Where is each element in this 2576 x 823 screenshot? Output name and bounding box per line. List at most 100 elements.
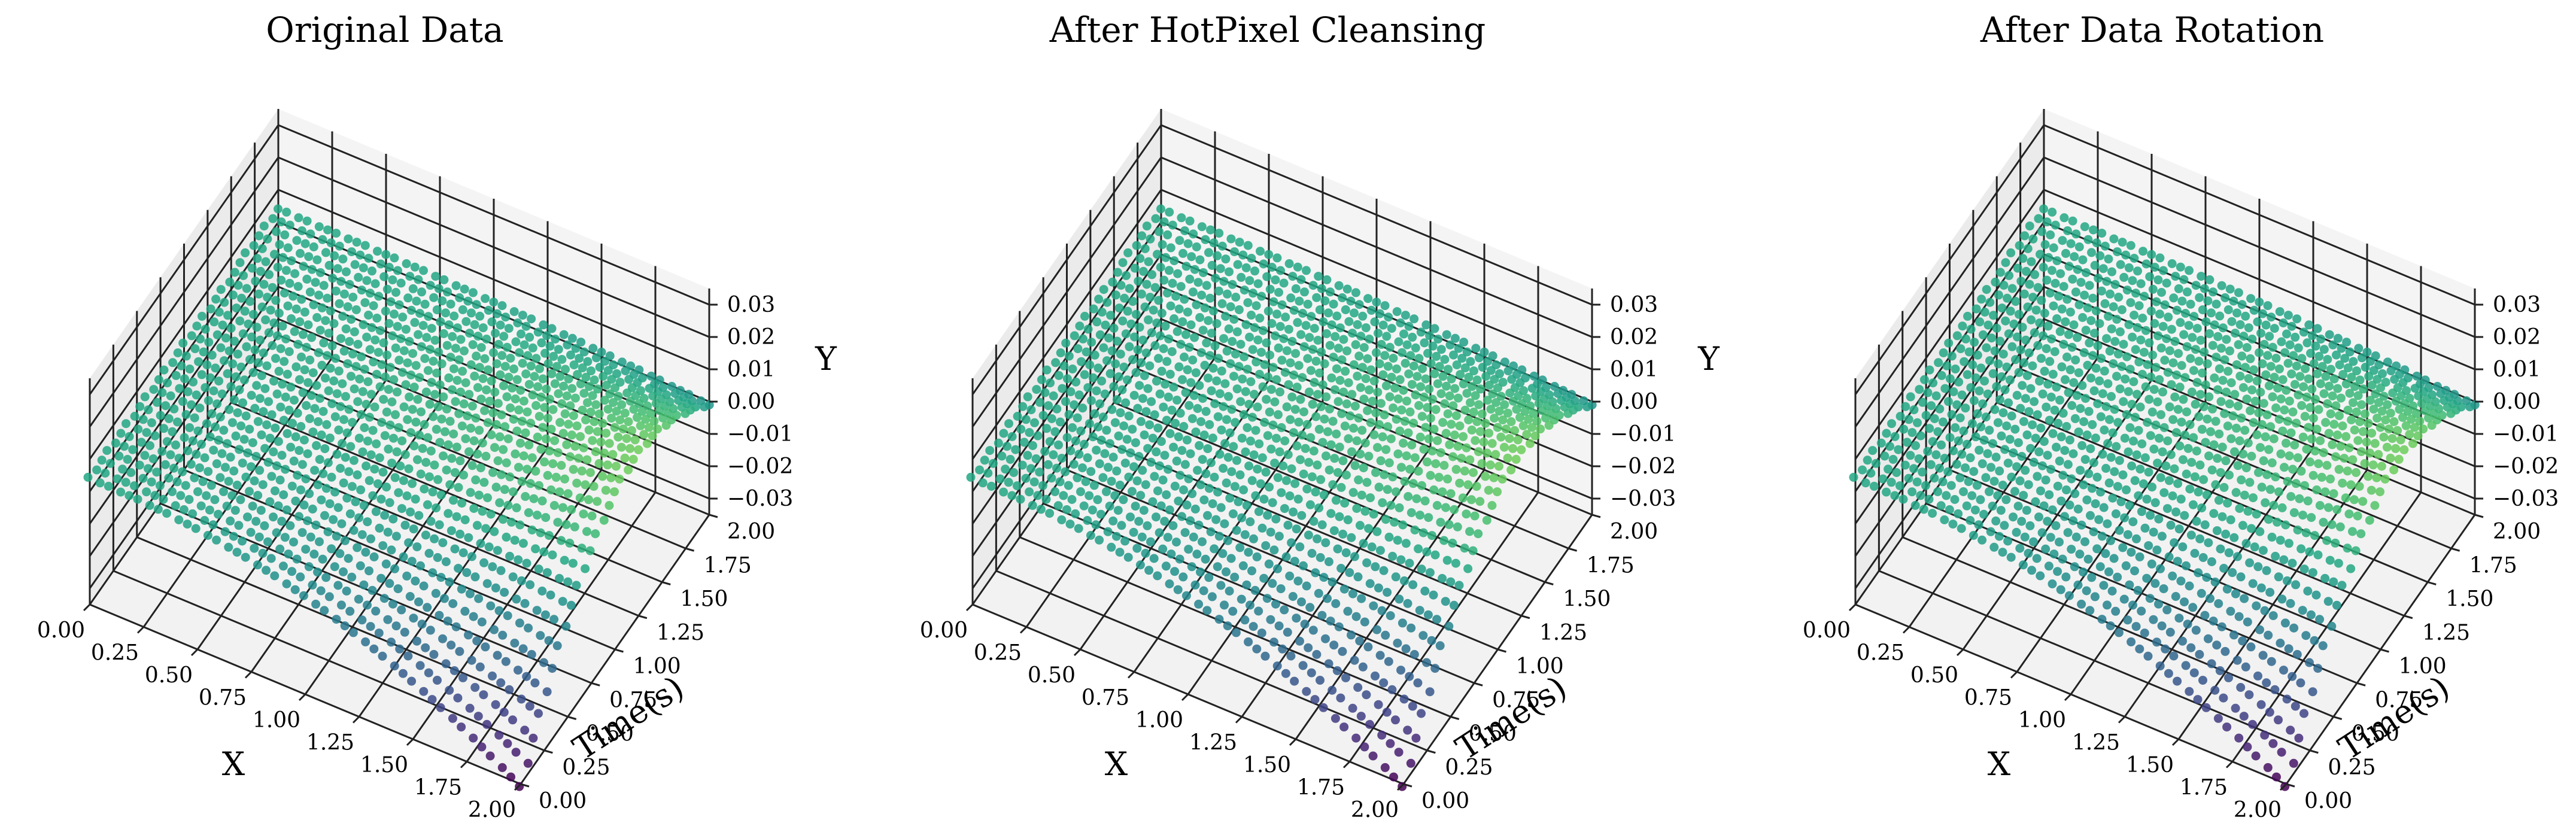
data-point [2292,362,2301,370]
data-point [2043,451,2052,460]
data-point [187,400,196,409]
data-point [2215,311,2225,321]
data-point [1563,409,1573,418]
data-point [2386,408,2395,418]
data-point [202,419,211,429]
data-point [508,383,517,393]
time-tick-mark [2333,716,2343,720]
data-point [1122,435,1132,444]
data-point [2012,462,2021,472]
data-point [577,543,587,553]
data-point [1405,407,1415,417]
data-point [1463,480,1473,490]
data-point [380,431,390,441]
data-point [2101,549,2110,558]
data-point [323,527,333,536]
data-point [178,397,187,406]
data-point [2202,573,2212,582]
data-point [1158,475,1168,485]
data-point [497,470,506,479]
data-point [1247,254,1256,263]
data-point [2300,412,2310,421]
data-point [1423,610,1433,619]
data-point [1386,434,1396,444]
data-point [468,288,478,297]
time-tick-label: 1.00 [633,654,681,679]
data-point [2174,349,2183,359]
data-point [2086,316,2096,326]
data-point [2116,497,2126,506]
data-point [1121,398,1131,408]
data-point [1353,683,1363,692]
data-point [1272,661,1282,671]
data-point [1113,336,1122,346]
data-point [2362,347,2372,357]
data-point [1417,481,1426,490]
data-point [2053,418,2063,428]
data-point [516,385,525,395]
data-point [1260,651,1270,661]
data-point [2154,599,2163,609]
data-point [2181,661,2191,670]
data-point [1334,622,1344,631]
data-point [2097,615,2107,624]
data-point [1256,247,1265,256]
data-point [1164,266,1174,275]
data-point [1104,333,1113,343]
data-point [988,458,998,468]
data-point [2398,412,2407,422]
data-point [1160,517,1169,526]
data-point [2011,355,2020,365]
data-point [1183,239,1193,248]
data-point [2052,256,2062,266]
data-point [1214,286,1223,296]
data-point [1146,234,1155,244]
data-point [105,458,115,468]
data-point [1316,475,1326,484]
data-point [494,730,504,740]
data-point [2170,392,2180,402]
data-point [615,415,625,425]
data-point [470,371,479,381]
grid-line [1295,469,1486,740]
data-point [300,365,309,375]
data-point [1223,289,1232,299]
time-tick-label: 0.25 [2328,755,2375,780]
data-point [480,354,490,363]
data-point [1991,516,2001,526]
data-point [1361,374,1371,383]
data-point [2282,694,2292,704]
data-point [588,391,597,400]
data-point [192,450,201,459]
data-point [2025,221,2034,231]
data-point [1335,512,1344,521]
data-point [480,406,490,415]
data-point [426,281,435,290]
data-point [2353,436,2363,445]
chart-title: Original Data [266,10,503,50]
data-point [403,651,413,661]
data-point [554,389,563,399]
data-point [1078,463,1087,473]
data-point [1466,357,1475,366]
data-point [2286,428,2296,438]
data-point [1436,345,1446,354]
data-point [2178,636,2187,646]
data-point [2086,373,2095,383]
data-point [320,511,329,520]
data-point [133,494,142,504]
data-point [378,541,388,551]
data-point [1374,420,1384,429]
data-point [502,392,512,402]
data-point [406,428,415,438]
data-point [1213,562,1222,572]
data-point [1951,365,1960,373]
data-point [372,369,381,379]
data-point [417,342,426,351]
data-point [2231,329,2240,338]
time-tick-mark [2309,749,2319,754]
data-point [193,487,202,496]
data-point [2118,543,2128,552]
data-point [1436,448,1445,457]
